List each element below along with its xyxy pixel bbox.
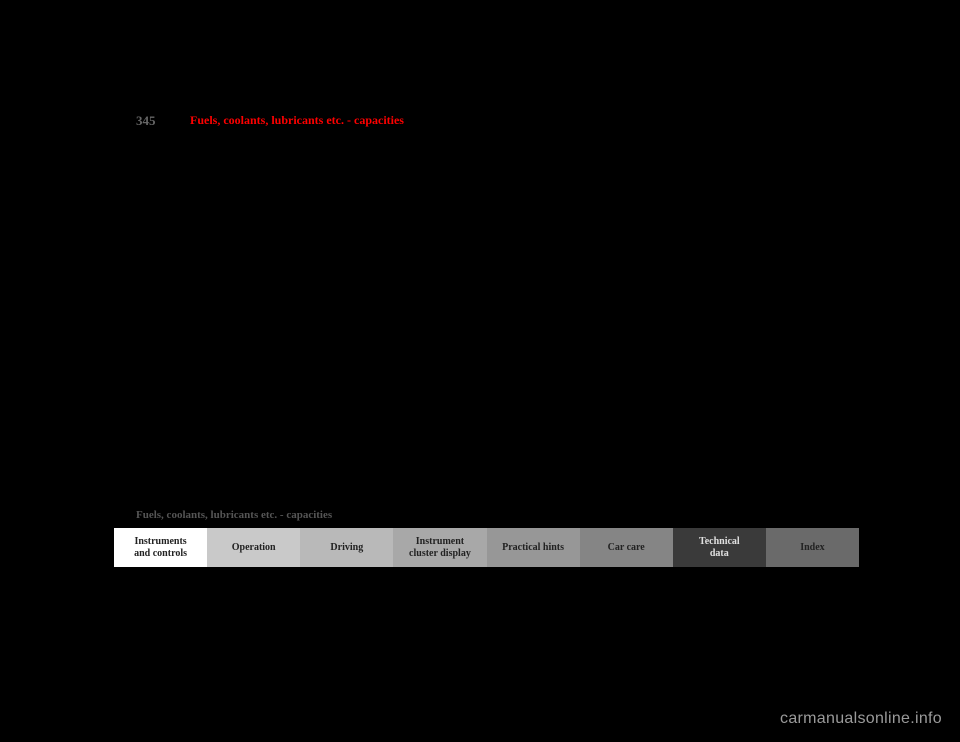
tab-operation[interactable]: Operation — [207, 528, 300, 567]
tab-practical-hints[interactable]: Practical hints — [487, 528, 580, 567]
watermark: carmanualsonline.info — [780, 710, 942, 728]
page-title: Fuels, coolants, lubricants etc. - capac… — [190, 113, 404, 128]
tab-instruments-controls[interactable]: Instrumentsand controls — [114, 528, 207, 567]
tab-index[interactable]: Index — [766, 528, 859, 567]
tab-instrument-cluster-display[interactable]: Instrumentcluster display — [393, 528, 486, 567]
tab-technical-data[interactable]: Technicaldata — [673, 528, 766, 567]
tab-bar: Instrumentsand controls Operation Drivin… — [114, 528, 859, 567]
tab-car-care[interactable]: Car care — [580, 528, 673, 567]
tab-driving[interactable]: Driving — [300, 528, 393, 567]
page-number: 345 — [136, 113, 156, 129]
breadcrumb: Fuels, coolants, lubricants etc. - capac… — [136, 509, 332, 521]
